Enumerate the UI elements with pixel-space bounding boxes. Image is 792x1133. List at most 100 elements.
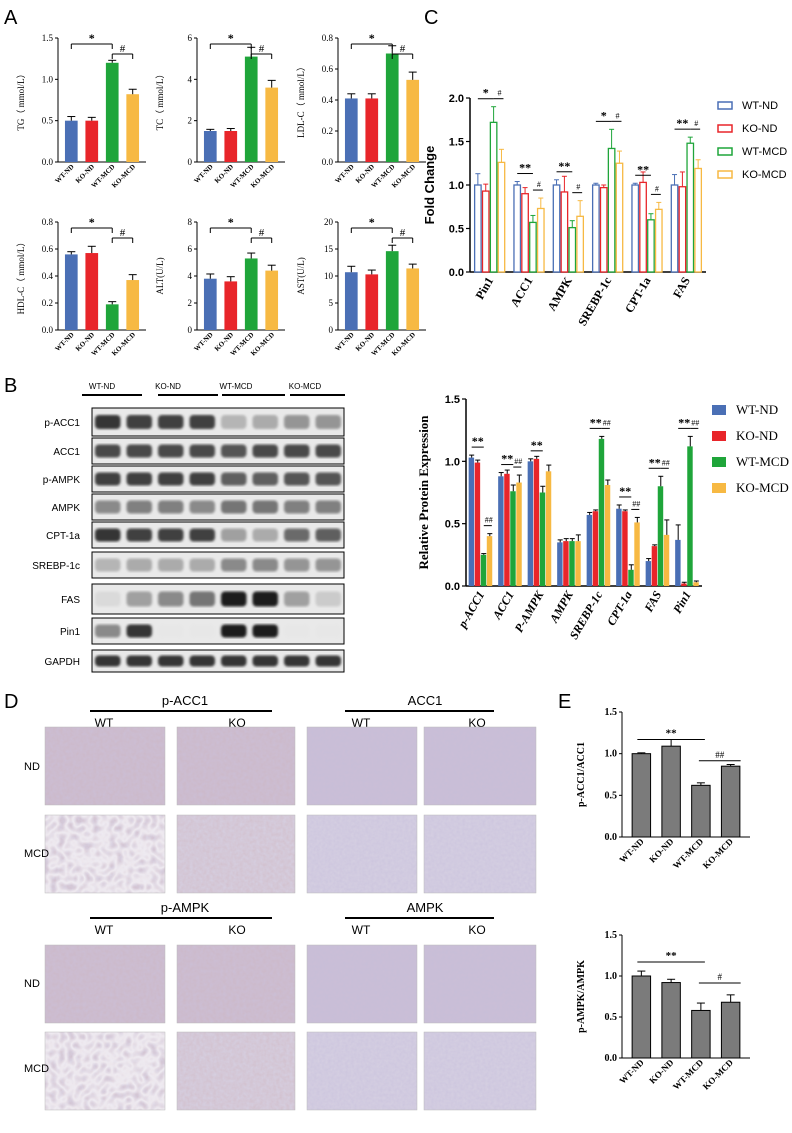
blot-band [221,624,247,638]
bar [365,274,379,330]
blot-band [284,655,310,667]
blot-band [284,591,310,607]
y-tick-label: 2 [188,116,193,126]
bar [85,120,99,162]
panel-label-e: E [558,691,571,713]
histology-row-label: MCD [24,848,49,860]
blot-band [158,655,184,667]
legend-label: WT-ND [736,402,778,417]
histology-texture [424,815,536,893]
blot-band [315,624,341,638]
bar [720,765,741,838]
bar-wt-nd [616,508,622,586]
blot-band [189,500,215,514]
bar-wt-mcd [687,446,693,586]
histology-frame [176,726,296,806]
panel-c-chart: 0.0 0.5 1.0 1.5 2.0 Fold Change * # Pin1 ** # ACC1 *… [422,86,787,329]
sig-star: ** [472,434,484,448]
sig-hash: # [576,183,580,192]
sig-star: * [601,108,607,122]
category-label: Pin1 [472,275,496,302]
sig-hash: # [400,227,406,239]
blot-band [126,624,152,638]
x-tick-label: WT-ND [192,163,214,185]
x-tick-label: WT-ND [617,1057,646,1086]
sig-hash: # [400,43,406,55]
bar [64,254,78,330]
blot-band [95,528,121,542]
bar [265,87,279,162]
y-tick-label: 6 [188,244,193,254]
y-tick-label: 8 [188,217,193,227]
x-tick-label: WT-MCD [671,836,706,871]
bar [105,304,119,330]
histology-ko-label: KO [228,923,245,937]
y-tick-label: 10 [324,271,334,281]
bar [126,280,140,330]
y-tick-label: 1.5 [42,33,54,43]
y-axis-label: AST(U/L) [296,257,306,295]
blot-band [315,528,341,542]
bar [661,982,681,1059]
histology-title: p-AMPK [161,900,210,915]
bar [105,62,119,162]
blot-protein-label: p-ACC1 [44,418,80,429]
histology-ko-label: KO [228,716,245,730]
blot-band [158,500,184,514]
bar [85,253,99,330]
blot-band [158,528,184,542]
blot-band [126,528,152,542]
histology-frame [423,1031,537,1111]
y-tick-label: 0.8 [42,217,54,227]
bar-wt-mcd [607,147,616,273]
sig-star: ** [501,452,513,466]
y-tick-label: 4 [188,271,193,281]
histology-frame [306,944,418,1024]
legend-label: KO-ND [736,428,778,443]
bar-ko-mcd [545,471,552,586]
legend-label: WT-MCD [736,454,789,469]
histology-wt-label: WT [95,923,114,937]
bar-ko-mcd [497,161,506,273]
bar [406,79,420,162]
blot-band [95,624,121,638]
y-axis-label: TG（ mmol/L） [16,69,26,130]
sig-star: ** [590,415,602,429]
panel-b-chart: 0.0 0.5 1.0 1.5 Relative Protein Expression *… [416,394,789,642]
sig-star: ** [558,159,570,173]
bar-wt-nd [552,184,561,273]
histology-texture [307,1032,417,1110]
y-tick-label: 1.0 [445,456,460,468]
sig-star: * [228,31,234,45]
y-tick-label: 5 [329,298,334,308]
histology-frame [176,944,296,1024]
y-tick-label: 0 [329,325,334,335]
blot-band [252,500,278,514]
y-tick-label: 0.5 [605,790,618,801]
blot-protein-label: AMPK [52,503,81,514]
bar [344,272,358,330]
histology-vacuoles [45,815,165,893]
bar-ko-mcd [654,208,663,273]
blot-band [95,500,121,514]
sig-hash: ## [485,516,493,525]
legend-label: KO-ND [742,123,778,135]
bar-ko-mcd [516,482,522,586]
bar-wt-nd [675,539,681,586]
histology-ko-label: KO [468,716,485,730]
y-axis-label: Fold Change [422,146,437,225]
bar-wt-nd [473,184,482,273]
y-tick-label: 0.0 [605,832,618,843]
y-tick-label: 0.4 [322,95,334,105]
y-tick-label: 2.0 [449,93,464,105]
panel-a-chart-1: 0.00.51.01.5TG（ mmol/L）WT-NDKO-NDWT-MCDK… [16,31,146,190]
bar-ko-nd [622,511,628,586]
bar [365,98,379,162]
blot-band [158,472,184,486]
bar-wt-mcd [628,569,634,586]
histology-frame [423,726,537,806]
sig-star: ** [666,950,678,962]
blot-band [252,558,278,572]
